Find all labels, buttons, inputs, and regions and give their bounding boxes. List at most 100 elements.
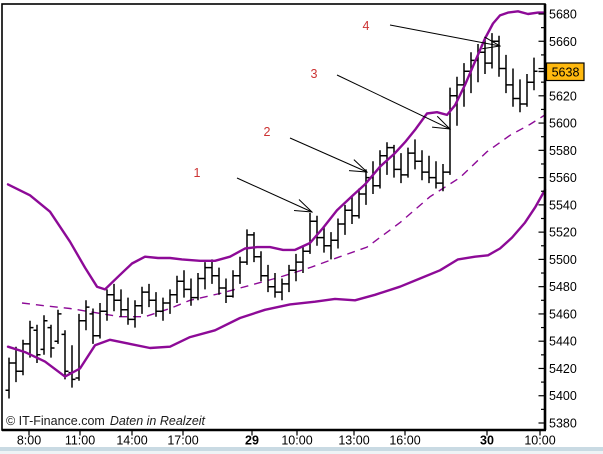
last-price-box — [545, 62, 585, 82]
ohlc-bar — [425, 155, 433, 184]
ohlc-bar — [516, 79, 524, 113]
annotation-arrow-2 — [289, 137, 367, 172]
y-axis-tick-label: 5580 — [549, 144, 577, 158]
ohlc-bar — [19, 339, 27, 376]
ohlc-bar — [390, 144, 398, 178]
y-axis-tick-label: 5380 — [549, 417, 577, 431]
annotations-layer: 1 2 3 4 — [194, 19, 500, 212]
y-axis-tick-label: 5560 — [549, 171, 577, 185]
ohlc-bar — [236, 256, 244, 284]
ohlc-bar — [145, 283, 153, 308]
ohlc-bar — [12, 346, 20, 383]
annotation-arrow-1 — [236, 177, 312, 212]
annotation-arrow-3 — [336, 74, 450, 129]
ohlc-bar — [313, 215, 321, 246]
annotation-number-2: 2 — [264, 125, 271, 139]
ohlc-bar — [124, 297, 132, 325]
x-axis-time-label: 10:00 — [281, 434, 312, 448]
lower-band-line — [6, 188, 547, 378]
watermark-realtime-note: Daten in Realzeit — [110, 414, 206, 428]
last-price-value: 5638 — [552, 66, 580, 80]
ohlc-bar — [530, 57, 538, 91]
ohlc-bar — [292, 253, 300, 282]
window-bottom-edge-highlight — [0, 451, 603, 454]
ohlc-bar — [173, 275, 181, 303]
x-axis-time-label: 10:00 — [524, 434, 555, 448]
x-axis-time-label: 16:00 — [389, 434, 420, 448]
ohlc-bar — [103, 289, 111, 321]
ohlc-bar — [152, 292, 160, 317]
ohlc-bar — [432, 161, 440, 189]
ohlc-bar — [502, 54, 510, 94]
ohlc-bars-layer — [5, 33, 538, 399]
watermark-provider: © IT-Finance.com — [6, 414, 105, 428]
ohlc-bar — [306, 213, 314, 254]
plot-area[interactable] — [1, 3, 546, 431]
y-axis-tick-label: 5480 — [549, 280, 577, 294]
y-axis-tick-label: 5520 — [549, 226, 577, 240]
ohlc-bar — [40, 315, 48, 355]
ohlc-bar — [404, 147, 412, 178]
ohlc-bar — [355, 188, 363, 219]
ohlc-bar — [320, 226, 328, 253]
ohlc-bar — [138, 286, 146, 314]
ohlc-bar — [89, 308, 97, 344]
ohlc-bar — [26, 320, 34, 358]
ohlc-bar — [285, 264, 293, 293]
ohlc-bar — [257, 251, 265, 282]
ohlc-bar — [327, 232, 335, 260]
ohlc-bar — [439, 164, 447, 192]
y-axis-tick-label: 5540 — [549, 198, 577, 212]
ohlc-bar — [117, 289, 125, 317]
x-axis-day-label: 29 — [245, 434, 259, 448]
ohlc-bar — [271, 273, 279, 298]
y-axis-tick-label: 5420 — [549, 362, 577, 376]
y-axis-tick-label: 5660 — [549, 35, 577, 49]
x-axis-day-label: 30 — [480, 434, 494, 448]
axes-layer: 5380 5400 5420 5440 5460 5480 5500 5520 5540 5560… — [17, 8, 577, 448]
ohlc-bar — [187, 278, 195, 306]
ohlc-bar — [180, 270, 188, 298]
ohlc-bar — [383, 142, 391, 175]
x-axis-time-label: 13:00 — [338, 434, 369, 448]
x-axis-time-label: 14:00 — [116, 434, 147, 448]
window-bottom-edge — [0, 447, 603, 451]
ohlc-bar — [299, 245, 307, 273]
ohlc-bar — [446, 87, 454, 175]
y-axis-tick-label: 5400 — [549, 389, 577, 403]
ohlc-bar — [341, 204, 349, 235]
annotation-arrow-4 — [389, 24, 500, 46]
ohlc-bar — [376, 150, 384, 189]
ohlc-bar — [5, 357, 13, 399]
y-axis-tick-label: 5680 — [549, 8, 577, 22]
y-axis-tick-label: 5600 — [549, 117, 577, 131]
ohlc-bar — [110, 283, 118, 312]
ohlc-bar — [418, 150, 426, 181]
ohlc-bar — [194, 273, 202, 301]
annotation-number-4: 4 — [363, 19, 370, 33]
x-axis-time-label: 17:00 — [167, 434, 198, 448]
ohlc-bar — [523, 74, 531, 107]
ohlc-bar — [215, 267, 223, 295]
ohlc-bar — [348, 196, 356, 224]
ohlc-bar — [362, 169, 370, 205]
annotation-number-3: 3 — [311, 67, 318, 81]
x-axis-time-label: 8:00 — [17, 434, 41, 448]
ohlc-bar — [208, 259, 216, 284]
ohlc-bar — [61, 330, 69, 380]
ohlc-bar — [166, 289, 174, 314]
ohlc-bar — [278, 278, 286, 301]
ohlc-bar — [397, 153, 405, 184]
ohlc-bar — [201, 262, 209, 290]
ohlc-bar — [47, 324, 55, 358]
y-axis-tick-label: 5620 — [549, 89, 577, 103]
y-axis-tick-label: 5440 — [549, 335, 577, 349]
annotation-number-1: 1 — [194, 166, 201, 180]
ohlc-bar — [82, 300, 90, 331]
ohlc-bar — [131, 300, 139, 328]
ohlc-bar — [54, 309, 62, 344]
ohlc-bar — [334, 218, 342, 249]
watermark: © IT-Finance.com Daten in Realzeit — [6, 414, 206, 428]
last-price-marker: 5638 — [538, 62, 585, 82]
